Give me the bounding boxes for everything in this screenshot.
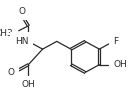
Text: F: F xyxy=(114,37,119,46)
Text: OH: OH xyxy=(22,80,35,89)
Text: O: O xyxy=(18,6,25,16)
Text: OH: OH xyxy=(114,60,127,69)
Text: HN: HN xyxy=(15,37,28,46)
Text: O: O xyxy=(7,68,14,77)
Text: CH3: CH3 xyxy=(0,29,13,38)
